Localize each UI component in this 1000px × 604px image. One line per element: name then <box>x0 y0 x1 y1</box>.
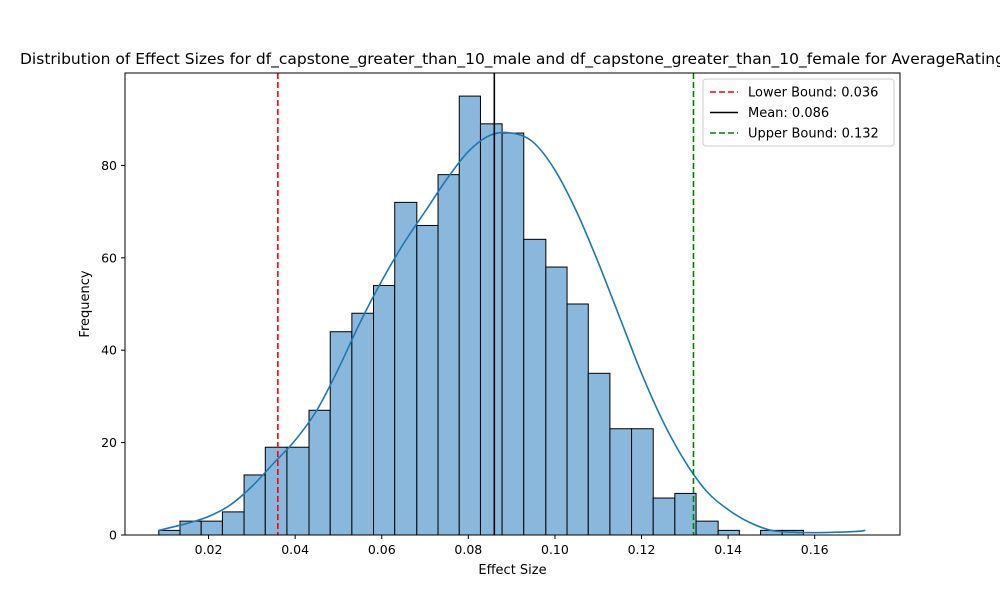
kde-curve <box>158 131 866 534</box>
histogram-bar-16 <box>501 132 525 536</box>
kde-layer <box>158 131 866 534</box>
bars-layer <box>158 95 804 536</box>
histogram-bar-14 <box>458 95 481 536</box>
histogram-bar-26 <box>717 529 740 536</box>
legend-entry-2: Upper Bound: 0.132 <box>748 127 879 142</box>
histogram-bar-10 <box>373 285 396 536</box>
x-tick-label: 0.08 <box>454 542 482 557</box>
histogram-bar-17 <box>523 238 547 536</box>
histogram-bar-22 <box>631 428 654 536</box>
histogram-bar-7 <box>308 409 331 536</box>
x-axis-ticks: 0.02 0.04 0.06 0.08 0.10 0.12 0.14 0.16 <box>195 535 829 557</box>
y-axis-ticks: 0 20 40 60 80 <box>101 158 125 543</box>
histogram-bar-15 <box>479 123 503 536</box>
legend: Lower Bound: 0.036 Mean: 0.086 Upper Bound… <box>702 78 895 147</box>
histogram-bar-18 <box>545 266 568 536</box>
x-tick-label: 0.04 <box>281 542 309 557</box>
legend-entry-0: Lower Bound: 0.036 <box>748 86 878 101</box>
x-axis-label: Effect Size <box>478 563 546 578</box>
x-tick-label: 0.06 <box>368 542 396 557</box>
histogram-bar-12 <box>416 224 439 536</box>
histogram-bar-3 <box>221 511 245 536</box>
y-tick-label: 0 <box>109 528 117 543</box>
y-tick-label: 60 <box>101 250 117 265</box>
histogram-bar-21 <box>609 428 633 536</box>
histogram-bar-25 <box>695 520 719 536</box>
histogram-bar-13 <box>437 174 460 536</box>
histogram-bar-6 <box>286 446 310 536</box>
y-tick-label: 80 <box>101 158 117 173</box>
legend-entry-1: Mean: 0.086 <box>748 106 829 121</box>
reference-lines-layer <box>277 73 695 535</box>
x-tick-label: 0.02 <box>195 542 223 557</box>
chart-title: Distribution of Effect Sizes for df_caps… <box>20 50 1000 69</box>
histogram-bar-2 <box>200 520 223 536</box>
x-tick-label: 0.10 <box>541 542 569 557</box>
histogram-bar-0 <box>158 529 181 536</box>
plot-frame <box>124 72 901 536</box>
histogram-bar-9 <box>351 312 375 536</box>
y-axis-label: Frequency <box>78 270 93 337</box>
legend-box <box>702 78 895 147</box>
y-tick-label: 40 <box>101 343 117 358</box>
histogram-bar-19 <box>566 303 589 536</box>
x-tick-label: 0.14 <box>714 542 742 557</box>
histogram-bar-20 <box>587 372 611 536</box>
x-tick-label: 0.16 <box>801 542 829 557</box>
y-tick-label: 20 <box>101 435 117 450</box>
x-tick-label: 0.12 <box>628 542 656 557</box>
histogram-bar-23 <box>652 497 676 536</box>
